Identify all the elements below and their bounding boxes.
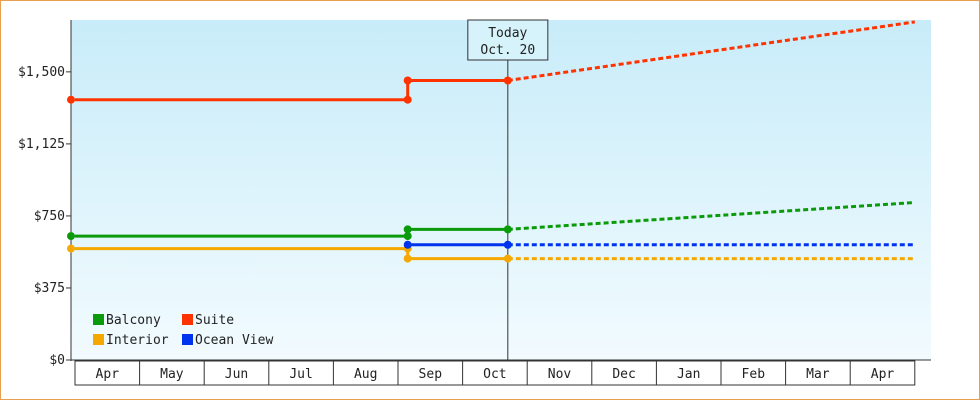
legend-label-interior: Interior [106, 333, 169, 348]
x-tick-label: Jul [289, 367, 312, 382]
balcony-point [503, 225, 512, 234]
interior-point [403, 254, 412, 263]
balcony-point [403, 225, 412, 234]
x-tick-label: May [160, 367, 184, 382]
x-tick-label: Nov [548, 367, 572, 382]
suite-point [403, 95, 412, 104]
x-tick-label: Mar [806, 367, 830, 382]
plot-area [71, 20, 931, 360]
x-tick-label: Apr [871, 367, 895, 382]
y-axis-ticks: $0 $375 $750 $1,125 $1,500 [18, 65, 71, 368]
ocean-view-point [503, 240, 512, 249]
legend-label-balcony: Balcony [106, 313, 161, 328]
legend-swatch-suite [182, 314, 193, 325]
ocean-view-point [403, 240, 412, 249]
legend-label-suite: Suite [195, 313, 234, 328]
suite-point [403, 76, 412, 85]
x-axis-months: Apr May Jun Jul Aug Sep Oct Nov Dec Jan Feb Mar Apr [74, 360, 916, 386]
x-tick-label: Sep [419, 367, 443, 382]
legend-swatch-interior [93, 334, 104, 345]
suite-point [67, 95, 75, 104]
x-tick-label: Jan [677, 367, 700, 382]
suite-forecast-line [507, 20, 916, 82]
interior-point [67, 244, 75, 253]
suite-actual-line [75, 79, 508, 102]
today-date: Oct. 20 [480, 43, 535, 58]
x-tick-label: Oct [483, 367, 506, 382]
today-label: Today [488, 26, 527, 41]
x-tick-label: Dec [612, 367, 635, 382]
y-tick-label: $750 [34, 209, 65, 224]
suite-point [503, 76, 512, 85]
today-marker: Today Oct. 20 [467, 19, 549, 361]
series-layer [67, 20, 916, 263]
balcony-forecast-line [507, 201, 915, 231]
interior-point [503, 254, 512, 263]
legend-swatch-balcony [93, 314, 104, 325]
balcony-point [403, 232, 412, 241]
x-tick-label: Aug [354, 367, 377, 382]
x-tick-label: Apr [96, 367, 120, 382]
x-tick-label: Jun [225, 367, 248, 382]
month-strip [74, 360, 916, 386]
interior-actual-line [75, 247, 508, 261]
axes [66, 20, 931, 361]
x-tick-label: Feb [742, 367, 766, 382]
y-tick-label: $0 [49, 353, 65, 368]
today-box [467, 19, 549, 61]
legend-label-ocean-view: Ocean View [195, 333, 273, 348]
y-tick-label: $1,500 [18, 65, 65, 80]
legend-swatch-ocean-view [182, 334, 193, 345]
y-tick-label: $375 [34, 281, 65, 296]
balcony-point [67, 232, 75, 241]
y-tick-label: $1,125 [18, 137, 65, 152]
legend: Suite Balcony Ocean View Interior [93, 313, 273, 348]
